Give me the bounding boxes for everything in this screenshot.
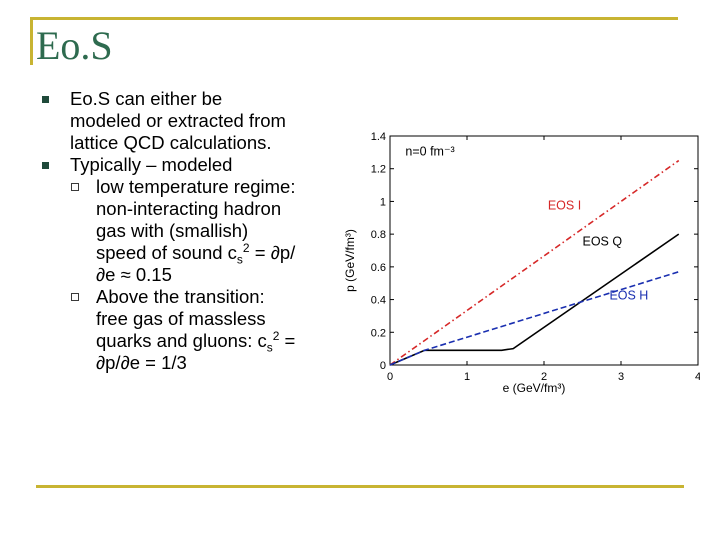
x-tick-label: 0 [387,371,393,383]
series-line-eos-h [389,270,679,366]
hollow-square-bullet-icon [71,293,79,301]
y-tick-label: 0.4 [371,295,386,307]
bullet-text: Eo.S can either be modeled or extracted … [70,88,286,153]
subbullet-item: Above the transition: free gas of massle… [38,286,298,374]
y-tick-label: 0.8 [371,229,386,241]
bullet-item: Eo.S can either be modeled or extracted … [38,88,298,154]
x-tick-label: 3 [618,371,624,383]
y-tick-label: 0 [380,360,386,372]
hollow-square-bullet-icon [71,183,79,191]
series-line-eos-i [389,159,680,366]
subbullet-text: low temperature regime: non-interacting … [96,176,296,263]
series-line-eos-q [389,233,680,366]
y-tick-label: 0.2 [371,327,386,339]
y-axis-label: p (GeV/fm³) [343,229,357,292]
superscript: 2 [242,240,250,255]
series-label: EOS H [609,289,648,303]
x-tick-label: 1 [464,371,470,383]
bullet-item: Typically – modeled [38,154,298,176]
top-rule [30,17,678,20]
y-tick-label: 1 [380,196,386,208]
bottom-rule [36,485,684,488]
subbullet-text-end: = ∂p/∂e = 1/3 [96,330,296,373]
subbullet-item: low temperature regime: non-interacting … [38,176,298,286]
chart-annotation: n=0 fm⁻³ [405,145,454,159]
left-rule [30,17,33,65]
subbullet-text: Above the transition: free gas of massle… [96,286,267,351]
bullet-list: Eo.S can either be modeled or extracted … [38,88,298,374]
y-tick-label: 0.6 [371,262,386,274]
series-label: EOS Q [583,235,623,249]
slide-title: Eo.S [36,23,113,68]
square-bullet-icon [42,96,49,103]
subbullet-text-end: = ∂p/∂e ≈ 0.15 [96,242,296,285]
y-tick-label: 1.2 [371,164,386,176]
x-axis-label: e (GeV/fm³) [503,381,566,395]
bullet-text: Typically – modeled [70,154,233,175]
y-tick-label: 1.4 [371,131,386,143]
series-label: EOS I [548,199,581,213]
x-tick-label: 2 [541,371,547,383]
plot-frame [389,135,699,366]
subscript: s [266,340,273,355]
subscript: s [236,252,243,267]
x-tick-label: 4 [695,371,700,383]
square-bullet-icon [42,162,49,169]
superscript: 2 [272,328,280,343]
eos-chart: 0 1 2 3 4 0 0.2 0.4 0.6 0.8 1 1.2 1.4 e (GeV/fm³) p (G… [343,131,700,395]
